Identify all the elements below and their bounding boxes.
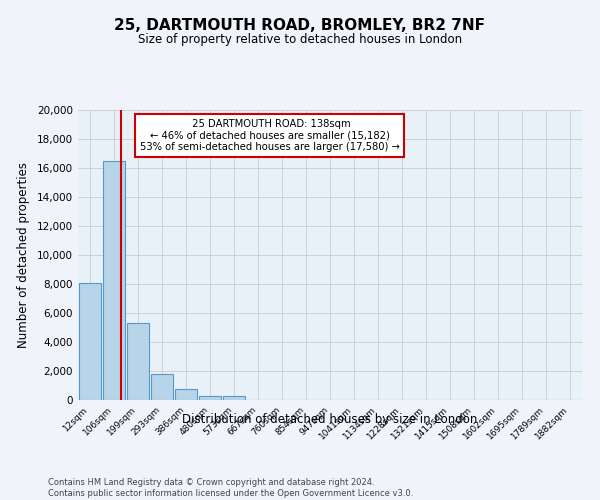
Text: Size of property relative to detached houses in London: Size of property relative to detached ho… — [138, 32, 462, 46]
Bar — [103, 161, 125, 400]
Bar — [199, 396, 221, 400]
Bar — [79, 282, 101, 400]
Bar — [127, 323, 149, 400]
Bar — [175, 389, 197, 400]
Text: 25, DARTMOUTH ROAD, BROMLEY, BR2 7NF: 25, DARTMOUTH ROAD, BROMLEY, BR2 7NF — [115, 18, 485, 32]
Text: 25 DARTMOUTH ROAD: 138sqm
← 46% of detached houses are smaller (15,182)
53% of s: 25 DARTMOUTH ROAD: 138sqm ← 46% of detac… — [140, 118, 400, 152]
Text: Distribution of detached houses by size in London: Distribution of detached houses by size … — [182, 412, 478, 426]
Y-axis label: Number of detached properties: Number of detached properties — [17, 162, 30, 348]
Text: Contains HM Land Registry data © Crown copyright and database right 2024.
Contai: Contains HM Land Registry data © Crown c… — [48, 478, 413, 498]
Bar — [223, 396, 245, 400]
Bar — [151, 374, 173, 400]
